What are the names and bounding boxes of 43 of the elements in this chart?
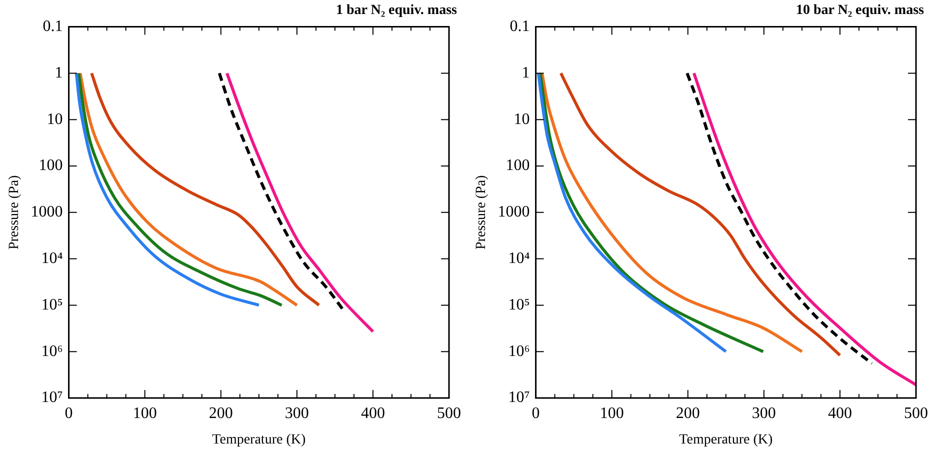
y-tick-label: 10⁴ bbox=[508, 250, 530, 268]
x-tick-label: 400 bbox=[360, 404, 385, 422]
line-series bbox=[225, 72, 374, 334]
x-tick-label: 100 bbox=[132, 404, 157, 422]
x-tick-label: 0 bbox=[532, 404, 540, 422]
y-tick-label: 10⁵ bbox=[508, 296, 530, 314]
y-tick-label: 10⁶ bbox=[41, 342, 63, 360]
y-tick-label: 1 bbox=[522, 64, 530, 82]
x-tick-label: 500 bbox=[437, 404, 461, 422]
y-tick-label: 10⁵ bbox=[41, 296, 63, 314]
y-tick-label: 100 bbox=[38, 157, 63, 174]
x-tick-label: 100 bbox=[600, 404, 624, 422]
chart-title: 10 bar N₂ equiv. mass bbox=[796, 3, 925, 18]
x-tick-label: 300 bbox=[752, 404, 776, 422]
x-tick-label: 300 bbox=[284, 404, 309, 422]
line-series bbox=[540, 72, 804, 354]
y-tick-label: 10 bbox=[514, 110, 530, 128]
line-series bbox=[559, 72, 842, 357]
y-tick-label: 1000 bbox=[498, 204, 530, 221]
y-axis-title: Pressure (Pa) bbox=[7, 174, 22, 250]
x-tick-label: 400 bbox=[828, 404, 852, 422]
y-tick-label: 1000 bbox=[30, 204, 63, 221]
line-series bbox=[686, 72, 874, 365]
y-tick-label: 0.1 bbox=[42, 18, 63, 36]
line-series bbox=[538, 72, 765, 354]
y-tick-label: 10⁷ bbox=[41, 389, 63, 406]
y-tick-label: 10 bbox=[46, 110, 63, 128]
y-tick-label: 0.1 bbox=[510, 18, 530, 36]
x-axis-title: Temperature (K) bbox=[679, 432, 773, 448]
x-axis-title: Temperature (K) bbox=[212, 432, 306, 448]
x-tick-label: 200 bbox=[676, 404, 700, 422]
y-tick-label: 10⁶ bbox=[508, 342, 530, 360]
x-tick-label: 500 bbox=[904, 404, 928, 422]
chart-title: 1 bar N₂ equiv. mass bbox=[336, 3, 458, 18]
x-tick-label: 200 bbox=[208, 404, 233, 422]
y-axis-title: Pressure (Pa) bbox=[474, 174, 490, 250]
y-tick-label: 10⁷ bbox=[508, 389, 530, 406]
line-series bbox=[536, 72, 728, 354]
x-tick-label: 0 bbox=[64, 404, 73, 422]
y-tick-label: 100 bbox=[506, 157, 530, 174]
line-series bbox=[692, 72, 916, 386]
y-tick-label: 10⁴ bbox=[41, 250, 64, 268]
y-tick-label: 1 bbox=[54, 64, 63, 82]
